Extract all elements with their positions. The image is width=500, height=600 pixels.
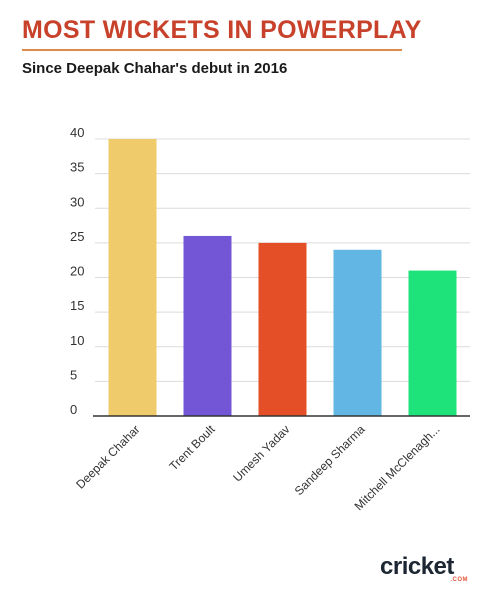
x-tick-label: Umesh Yadav [230, 422, 292, 484]
y-tick-label: 20 [70, 264, 84, 279]
y-tick-label: 15 [70, 298, 84, 313]
y-tick-label: 40 [70, 125, 84, 140]
y-tick-label: 10 [70, 333, 84, 348]
y-tick-label: 25 [70, 229, 84, 244]
x-tick-label: Deepak Chahar [73, 422, 142, 491]
bar [258, 242, 307, 416]
y-tick-label: 30 [70, 194, 84, 209]
bar [333, 249, 382, 416]
cricket-com-logo: cricket .COM [380, 553, 472, 587]
bar [408, 270, 457, 416]
bar [108, 139, 157, 416]
title-underline [22, 49, 402, 51]
logo-suffix: .COM [450, 577, 468, 583]
logo-wordmark: cricket [380, 553, 454, 580]
x-tick-label: Trent Boult [167, 422, 219, 474]
x-tick-label: Mitchell McClenagh... [352, 422, 443, 513]
y-tick-label: 35 [70, 160, 84, 175]
chart-subtitle: Since Deepak Chahar's debut in 2016 [22, 60, 288, 77]
y-tick-label: 0 [70, 402, 77, 417]
y-tick-label: 5 [70, 367, 77, 382]
bar [183, 235, 232, 416]
chart-title: MOST WICKETS IN POWERPLAY [22, 16, 422, 44]
x-tick-label: Sandeep Sharma [292, 422, 368, 498]
